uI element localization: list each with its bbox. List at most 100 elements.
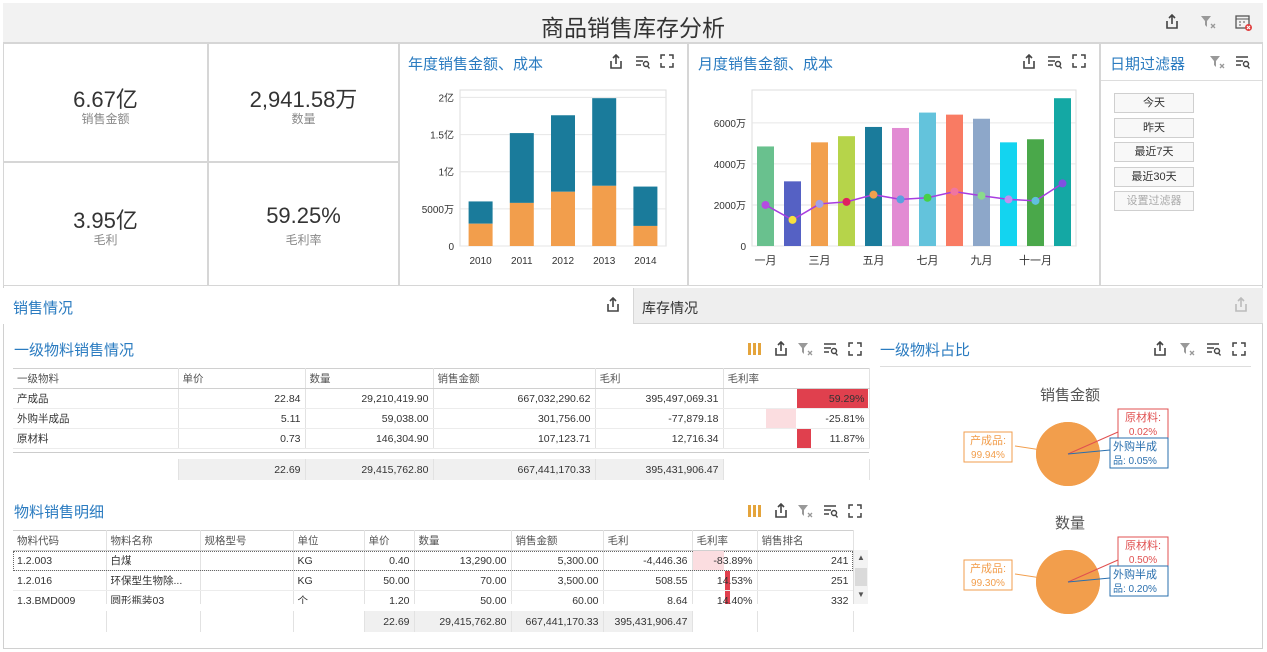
column-header[interactable]: 物料名称 [106,530,201,551]
scroll-up-icon[interactable]: ▲ [857,553,865,562]
kpi-label: 毛利率 [285,233,322,247]
column-header[interactable]: 数量 [305,368,434,389]
column-header[interactable]: 销售金额 [511,530,604,551]
maximize-icon[interactable] [848,342,862,356]
empty-cell [757,611,854,632]
column-header[interactable]: 一级物料 [13,368,179,389]
empty-cell [106,611,201,632]
column-header[interactable]: 数量 [414,530,512,551]
column-header[interactable]: 毛利 [603,530,693,551]
kpi-gross-margin[interactable]: 59.25% 毛利率 [208,162,399,286]
y-tick-label: 4000万 [714,160,746,171]
clear-filter-icon[interactable] [1179,341,1195,357]
maximize-icon[interactable] [848,504,862,518]
columns-icon[interactable] [747,341,763,357]
label-connector [1067,577,1111,583]
column-header[interactable]: 毛利 [595,368,724,389]
drill-icon[interactable] [1045,54,1063,72]
kpi-sales-amount[interactable]: 6.67亿 销售金额 [3,43,208,162]
table-row[interactable]: 1.2.016 环保型生物除... KG 50.00 70.00 3,500.0… [13,570,854,591]
column-header[interactable]: 单价 [178,368,306,389]
table-row[interactable]: 产成品 22.84 29,210,419.90 667,032,290.62 3… [13,388,870,409]
cell-rate: -83.89% [692,550,758,571]
cell-name: 产成品 [13,388,179,409]
clear-filter-icon[interactable] [1199,14,1217,32]
vertical-scrollbar[interactable]: ▲ ▼ [853,550,868,604]
drill-icon[interactable] [822,341,838,357]
drill-icon[interactable] [1233,54,1251,72]
detail-table-viewport[interactable]: 物料代码 物料名称 规格型号 单位 单价 数量 销售金额 毛利 毛利率 销售排名… [13,530,869,604]
kpi-gross-profit[interactable]: 3.95亿 毛利 [3,162,208,286]
column-header[interactable]: 毛利率 [723,368,870,389]
total-profit: 395,431,906.47 [595,459,724,480]
bar-segment [509,202,534,246]
x-tick-label: 一月 [755,255,777,267]
bar-segment [633,186,658,226]
filter-today-button[interactable]: 今天 [1114,93,1194,113]
drill-icon[interactable] [633,54,651,72]
table-row[interactable]: 外购半成品 5.11 59,038.00 301,756.00 -77,879.… [13,408,870,429]
filter-last7-button[interactable]: 最近7天 [1114,142,1194,162]
filter-yesterday-button[interactable]: 昨天 [1114,118,1194,138]
column-header[interactable]: 规格型号 [200,530,294,551]
label-product-box [963,431,1013,463]
scroll-thumb[interactable] [855,568,867,586]
export-icon[interactable] [1163,13,1181,32]
column-header[interactable]: 单位 [293,530,365,551]
cell-qty: 59,038.00 [305,408,434,429]
column-header[interactable]: 单价 [364,530,415,551]
kpi-value: 59.25% [266,203,341,228]
export-icon[interactable] [773,503,789,519]
maximize-icon[interactable] [1070,54,1088,72]
table-row[interactable]: 1.3.BMD009 圆形瓶装03 个 1.20 50.00 60.00 8.6… [13,590,854,604]
cell-qty: 70.00 [414,570,512,591]
export-icon[interactable] [1152,341,1168,357]
column-header[interactable]: 销售金额 [433,368,596,389]
column-header[interactable]: 销售排名 [757,530,854,551]
export-icon[interactable] [607,53,625,72]
y-tick-label: 5000万 [422,205,454,216]
x-tick-label: 九月 [971,254,993,267]
clear-filter-icon[interactable] [797,503,813,519]
table-row[interactable]: 1.2.003 白煤 KG 0.40 13,290.00 5,300.00 -4… [13,550,854,571]
drill-icon[interactable] [822,503,838,519]
cell-price: 0.73 [178,428,306,449]
cell-price: 22.84 [178,388,306,409]
y-tick-label: 2000万 [714,201,746,212]
clear-filter-icon[interactable] [1208,54,1226,72]
filter-last30-button[interactable]: 最近30天 [1114,167,1194,187]
bar-segment [592,185,617,246]
maximize-icon[interactable] [658,54,676,72]
kpi-quantity[interactable]: 2,941.58万 数量 [208,43,399,162]
detail-totals: 22.69 29,415,762.80 667,441,170.33 395,4… [13,611,854,632]
maximize-icon[interactable] [1232,342,1246,356]
tab-sales[interactable]: 销售情况 [3,288,633,324]
calendar-reset-icon[interactable] [1235,14,1253,32]
cell-code: 1.2.003 [13,550,107,571]
table-row[interactable]: 原材料 0.73 146,304.90 107,123.71 12,716.34… [13,428,870,449]
cell-price: 1.20 [364,590,415,604]
label-connector [1067,449,1111,455]
y-tick-label: 0 [740,242,746,253]
date-filter-panel [1100,43,1263,286]
column-header[interactable]: 毛利率 [692,530,758,551]
x-tick-label: 五月 [863,255,885,267]
cell-amount: 667,032,290.62 [433,388,596,409]
bar [973,118,990,246]
columns-icon[interactable] [747,503,763,519]
drill-icon[interactable] [1205,341,1221,357]
export-icon[interactable] [1020,53,1038,72]
cell-qty: 29,210,419.90 [305,388,434,409]
clear-filter-icon[interactable] [797,341,813,357]
label-purchased-text: 外购半成 [1113,567,1157,581]
bar [946,114,963,246]
export-icon[interactable] [773,341,789,357]
yearly-chart-title: 年度销售金额、成本 [408,56,544,73]
scroll-down-icon[interactable]: ▼ [857,590,865,599]
cell-rank: 332 [757,590,854,604]
bar-segment [468,223,493,246]
column-header[interactable]: 物料代码 [13,530,107,551]
tab-inventory[interactable]: 库存情况 [633,288,1263,324]
export-icon[interactable] [604,296,622,315]
